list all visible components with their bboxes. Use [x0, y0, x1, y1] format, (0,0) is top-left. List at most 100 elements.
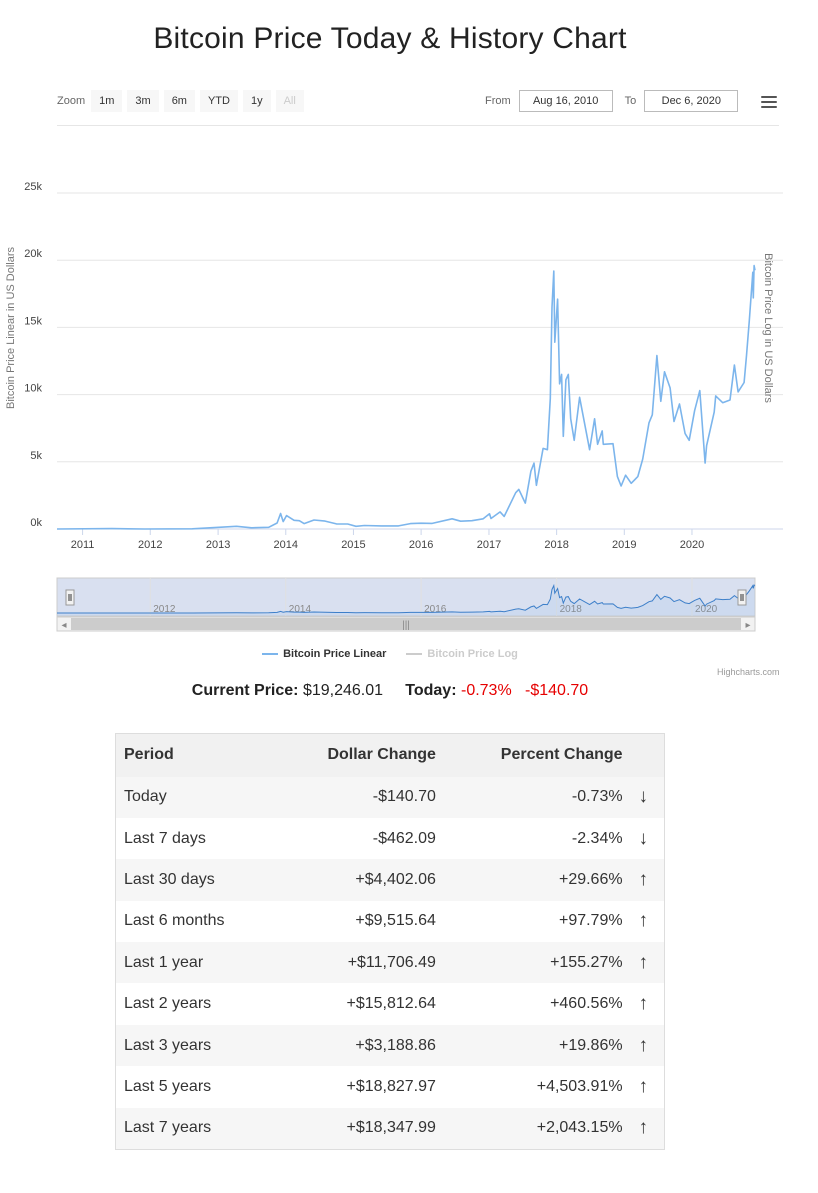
- table-row: Last 7 years +$18,347.99 +2,043.15% ↑: [115, 1107, 665, 1150]
- scroll-right-arrow-icon[interactable]: ▸: [745, 620, 750, 631]
- arrow-up-icon: ↑: [622, 859, 665, 901]
- dollar-change-cell: +$18,827.97: [300, 1066, 436, 1108]
- table-row: Last 1 year +$11,706.49 +155.27% ↑: [115, 942, 665, 984]
- legend-label: Bitcoin Price Linear: [283, 648, 387, 660]
- dollar-change-cell: +$9,515.64: [300, 900, 436, 943]
- zoom-ytd-button[interactable]: YTD: [199, 90, 238, 112]
- period-cell: Last 5 years: [115, 1066, 301, 1108]
- from-label: From: [485, 95, 511, 107]
- dollar-change-cell: +$4,402.06: [300, 859, 436, 901]
- price-chart[interactable]: 0k 5k 10k 15k 20k 25k 2011 2012 2013 2014 2015 2016…: [0, 0, 818, 640]
- arrow-up-icon: ↑: [622, 942, 665, 984]
- x-tick-label: 2016: [409, 539, 433, 551]
- x-tick-label: 2013: [206, 539, 230, 551]
- navigator-tick-label: 2014: [289, 604, 312, 615]
- navigator-tick-label: 2012: [153, 604, 176, 615]
- percent-change-cell: +460.56%: [435, 983, 623, 1025]
- zoom-1y-button[interactable]: 1y: [242, 90, 271, 112]
- table-row: Last 3 years +$3,188.86 +19.86% ↑: [115, 1024, 665, 1067]
- dollar-change-column-header: Dollar Change: [300, 733, 436, 777]
- to-date-input[interactable]: Dec 6, 2020: [644, 90, 739, 112]
- zoom-3m-button[interactable]: 3m: [127, 90, 159, 112]
- navigator-right-handle[interactable]: [737, 589, 747, 606]
- table-row: Last 5 years +$18,827.97 +4,503.91% ↑: [115, 1066, 665, 1108]
- period-cell: Last 30 days: [115, 859, 301, 901]
- legend-line-swatch: [406, 653, 423, 655]
- percent-change-cell: +155.27%: [435, 942, 623, 984]
- percent-change-cell: +97.79%: [435, 900, 623, 943]
- period-cell: Last 7 days: [115, 817, 301, 860]
- x-tick-label: 2014: [274, 539, 298, 551]
- legend-item-linear[interactable]: Bitcoin Price Linear: [262, 648, 386, 660]
- percent-change-cell: +4,503.91%: [435, 1066, 623, 1108]
- percent-change-column-header: Percent Change: [435, 733, 623, 777]
- chart-legend: Bitcoin Price Linear Bitcoin Price Log: [0, 648, 780, 660]
- scroll-left-arrow-icon[interactable]: ◂: [61, 620, 66, 631]
- zoom-6m-button[interactable]: 6m: [163, 90, 195, 112]
- table-row: Last 2 years +$15,812.64 +460.56% ↑: [115, 983, 665, 1025]
- x-tick-label: 2015: [341, 539, 365, 551]
- toolbar-divider: [57, 125, 779, 126]
- x-tick-label: 2017: [477, 539, 501, 551]
- from-date-input[interactable]: Aug 16, 2010: [518, 90, 613, 112]
- price-series-line: [56, 264, 756, 530]
- navigator-left-handle[interactable]: [65, 589, 75, 606]
- legend-item-log[interactable]: Bitcoin Price Log: [406, 648, 518, 660]
- y-tick-label: 20k: [24, 248, 42, 260]
- arrow-up-icon: ↑: [622, 1066, 665, 1108]
- zoom-label: Zoom: [57, 95, 86, 107]
- current-price-summary: Current Price: $19,246.01 Today: -0.73% …: [0, 682, 780, 700]
- table-row: Last 30 days +$4,402.06 +29.66% ↑: [115, 859, 665, 901]
- dollar-change-cell: +$11,706.49: [300, 942, 436, 984]
- zoom-all-button[interactable]: All: [275, 90, 304, 112]
- hamburger-menu-icon[interactable]: [761, 96, 777, 108]
- period-cell: Today: [115, 776, 301, 818]
- highcharts-credits-link[interactable]: Highcharts.com: [717, 667, 780, 677]
- percent-change-cell: +19.86%: [435, 1024, 623, 1067]
- y-tick-label: 25k: [24, 181, 42, 193]
- y-tick-label: 15k: [24, 315, 42, 327]
- table-row: Last 7 days -$462.09 -2.34% ↓: [115, 817, 665, 860]
- y-tick-label: 0k: [30, 517, 42, 529]
- y-tick-label: 10k: [24, 383, 42, 395]
- arrow-down-icon: ↓: [622, 776, 665, 818]
- percent-change-cell: +29.66%: [435, 859, 623, 901]
- period-cell: Last 7 years: [115, 1107, 301, 1150]
- period-cell: Last 2 years: [115, 983, 301, 1025]
- navigator-tick-label: 2018: [560, 604, 583, 615]
- table-row: Last 6 months +$9,515.64 +97.79% ↑: [115, 900, 665, 943]
- dollar-change-cell: -$140.70: [300, 776, 436, 818]
- x-tick-label: 2012: [138, 539, 162, 551]
- scrollbar-thumb[interactable]: [71, 618, 741, 630]
- navigator-tick-label: 2020: [695, 604, 718, 615]
- percent-change-cell: +2,043.15%: [435, 1107, 623, 1150]
- zoom-1m-button[interactable]: 1m: [91, 90, 123, 112]
- period-column-header: Period: [115, 733, 301, 777]
- x-tick-label: 2011: [71, 539, 95, 551]
- to-label: To: [624, 95, 637, 107]
- today-dollar-change: -$140.70: [525, 682, 589, 699]
- y-axis-title: Bitcoin Price Linear in US Dollars: [5, 246, 17, 409]
- scrollbar-grip-icon: |||: [402, 620, 410, 631]
- price-change-table: Period Dollar Change Percent Change Toda…: [115, 733, 665, 1150]
- navigator-series-area: [57, 585, 755, 616]
- arrow-up-icon: ↑: [622, 983, 665, 1025]
- y2-axis-title: Bitcoin Price Log in US Dollars: [762, 253, 774, 403]
- x-tick-label: 2020: [680, 539, 704, 551]
- percent-change-cell: -0.73%: [435, 776, 623, 818]
- page-title: Bitcoin Price Today & History Chart: [153, 22, 627, 55]
- navigator-series-line: [57, 583, 756, 614]
- dollar-change-cell: -$462.09: [300, 817, 436, 860]
- today-percent-change: -0.73%: [460, 682, 512, 699]
- zoom-bar: Zoom 1m 3m 6m YTD 1y All: [57, 90, 309, 112]
- x-tick-label: 2018: [544, 539, 568, 551]
- arrow-down-icon: ↓: [622, 817, 665, 860]
- dollar-change-cell: +$18,347.99: [300, 1107, 436, 1150]
- arrow-up-icon: ↑: [622, 1024, 665, 1067]
- today-label: Today:: [405, 682, 457, 699]
- table-row: Today -$140.70 -0.73% ↓: [115, 776, 665, 818]
- arrow-up-icon: ↑: [622, 900, 665, 943]
- table-header-row: Period Dollar Change Percent Change: [115, 733, 665, 777]
- period-cell: Last 6 months: [115, 900, 301, 943]
- period-cell: Last 3 years: [115, 1024, 301, 1067]
